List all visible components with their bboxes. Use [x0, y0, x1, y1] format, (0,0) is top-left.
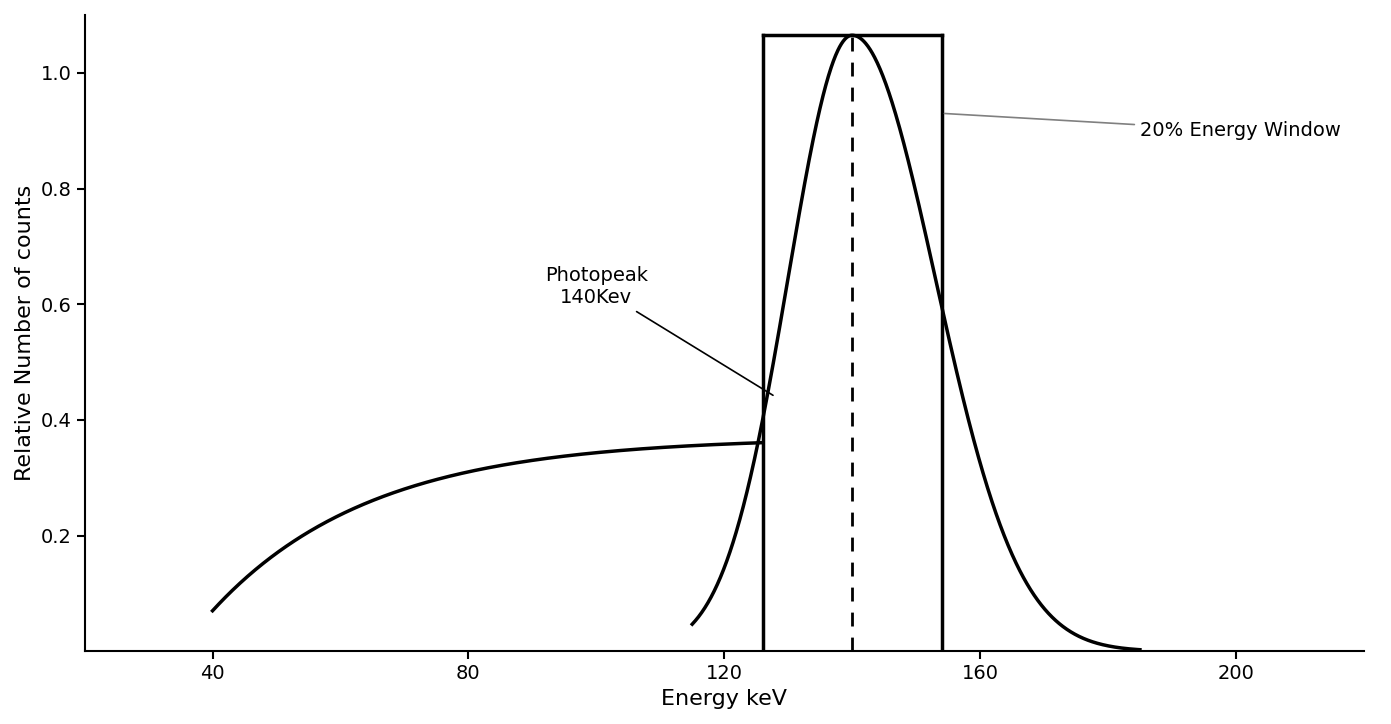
Text: 20% Energy Window: 20% Energy Window — [944, 114, 1341, 140]
Y-axis label: Relative Number of counts: Relative Number of counts — [15, 185, 35, 481]
Text: Photopeak
140Kev: Photopeak 140Kev — [545, 266, 773, 395]
X-axis label: Energy keV: Energy keV — [661, 689, 787, 709]
